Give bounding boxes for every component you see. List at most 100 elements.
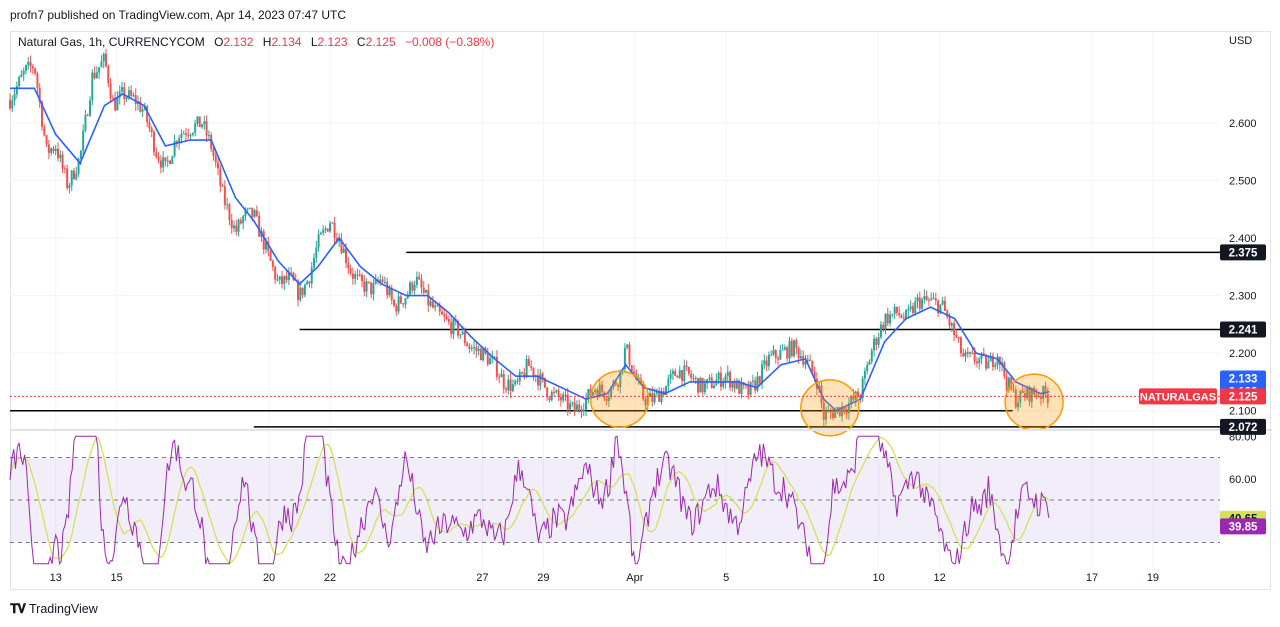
candle-body	[667, 378, 670, 387]
high-value: H2.134	[262, 35, 302, 49]
candle-body	[443, 314, 446, 317]
candle-body	[141, 109, 144, 112]
candle-body	[262, 231, 265, 250]
candle-body	[201, 124, 204, 128]
candle-body	[38, 88, 41, 103]
candle-body	[566, 394, 569, 410]
candle-body	[89, 100, 92, 116]
candle-body	[879, 324, 882, 338]
candle-body	[955, 334, 958, 338]
candle-body	[406, 294, 409, 299]
candle-body	[653, 393, 656, 402]
candle-body	[559, 396, 562, 401]
candle-body	[25, 65, 28, 71]
candle-body	[52, 148, 55, 152]
candle-body	[1007, 377, 1010, 390]
candle-body	[989, 355, 992, 362]
candle-body	[921, 299, 924, 309]
candle-body	[562, 394, 565, 401]
candle-body	[319, 232, 322, 235]
candle-body	[923, 296, 926, 300]
low-value: L2.123	[310, 35, 348, 49]
open-value: O2.132	[214, 35, 254, 49]
candle-body	[804, 361, 807, 365]
candle-body	[767, 354, 770, 367]
candle-body	[164, 157, 167, 161]
candle-body	[463, 331, 466, 344]
candle-body	[669, 373, 672, 379]
candle-body	[941, 300, 944, 305]
candle-body	[418, 276, 421, 280]
currency-label[interactable]: USD	[1229, 35, 1253, 47]
candle-body	[763, 360, 766, 365]
candle-body	[297, 280, 300, 301]
candle-body	[185, 133, 188, 136]
candle-body	[649, 393, 652, 397]
candle-body	[486, 353, 489, 365]
candle-body	[605, 398, 608, 401]
candle-body	[50, 148, 53, 153]
candle-body	[884, 313, 887, 329]
candle-body	[43, 126, 46, 136]
candle-body	[557, 390, 560, 397]
candle-body	[105, 53, 108, 67]
candle-body	[61, 154, 64, 169]
candle-body	[793, 340, 796, 357]
candle-body	[130, 90, 133, 96]
candle-body	[372, 283, 375, 295]
candle-body	[322, 229, 325, 233]
candle-body	[687, 367, 690, 374]
candle-body	[427, 289, 430, 306]
candle-body	[591, 392, 594, 396]
candle-body	[505, 388, 508, 391]
rsi-tick-label: 60.00	[1229, 474, 1257, 486]
time-tick-label: 12	[933, 572, 945, 584]
candle-body	[269, 251, 272, 261]
candle-body	[338, 239, 341, 242]
candle-body	[829, 410, 832, 413]
candle-body	[891, 313, 894, 315]
candle-body	[285, 275, 288, 281]
candle-body	[482, 347, 485, 361]
candle-body	[173, 141, 176, 157]
price-tag-bg	[1220, 370, 1266, 387]
candle-body	[75, 173, 78, 180]
candle-body	[162, 157, 165, 168]
symbol-legend[interactable]: Natural Gas, 1h, CURRENCYCOM O2.132 H2.1…	[18, 35, 494, 49]
candle-body	[45, 135, 48, 145]
candle-body	[116, 97, 119, 111]
candle-body	[772, 350, 775, 355]
candle-body	[836, 407, 839, 411]
candle-body	[765, 360, 768, 367]
candle-body	[1030, 387, 1033, 402]
candle-body	[898, 312, 901, 316]
candle-body	[461, 331, 464, 335]
candle-body	[246, 208, 249, 210]
candle-body	[22, 70, 25, 75]
candle-body	[770, 354, 773, 356]
candle-body	[553, 391, 556, 393]
price-tick-label: 2.300	[1229, 291, 1257, 303]
candle-body	[354, 274, 357, 279]
candle-body	[957, 337, 960, 339]
candle-body	[235, 225, 238, 232]
tradingview-brand[interactable]: 𝐓𝐕 TradingView	[10, 601, 98, 617]
candle-body	[580, 409, 583, 412]
candle-body	[265, 241, 268, 250]
candle-body	[873, 338, 876, 351]
time-axis[interactable]: 13 15 20 22 27 29 Apr 5 10 12 17 19	[50, 572, 1159, 584]
candle-body	[139, 101, 142, 112]
candle-body	[882, 324, 885, 329]
candle-body	[671, 371, 674, 374]
candle-body	[825, 411, 828, 420]
candle-body	[468, 346, 471, 349]
candle-body	[975, 361, 978, 364]
candle-body	[962, 353, 965, 357]
candle-body	[59, 154, 62, 159]
candle-body	[66, 168, 69, 188]
candle-body	[740, 382, 743, 394]
candle-body	[852, 396, 855, 400]
candle-body	[447, 319, 450, 323]
